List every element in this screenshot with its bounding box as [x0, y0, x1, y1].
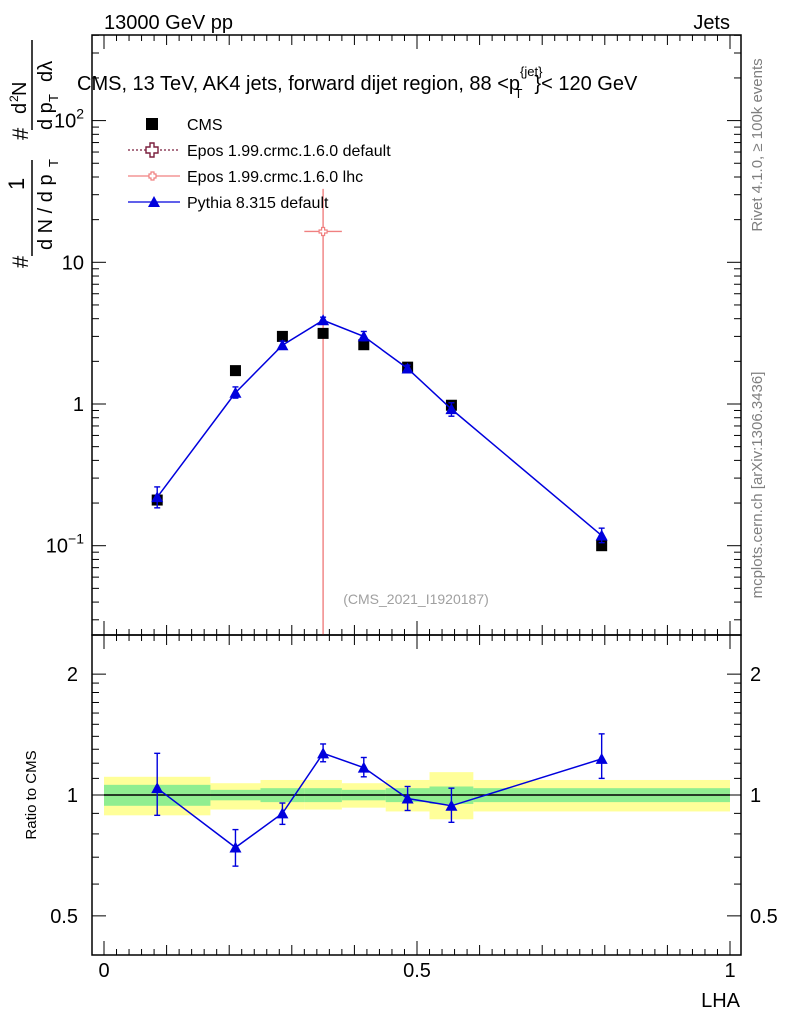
chart-title: CMS, 13 TeV, AK4 jets, forward dijet reg…	[77, 64, 638, 101]
x-tick-label: 1	[724, 960, 735, 982]
legend-label-epos-default: Epos 1.99.crmc.1.6.0 default	[187, 143, 391, 160]
epos-lhc-point	[318, 226, 328, 237]
ratio-y-label: Ratio to CMS	[23, 750, 40, 839]
pythia-ratio-point	[595, 752, 608, 764]
svg-text:#: #	[8, 255, 33, 268]
svg-text:dλ: dλ	[35, 61, 57, 82]
ratio-y-tick-label: 1	[67, 785, 78, 807]
pythia-line	[156, 319, 603, 537]
y-tick-label: 102	[54, 106, 84, 133]
analysis-id: (CMS_2021_I1920187)	[343, 591, 489, 607]
svg-text:d N / d p: d N / d p	[35, 174, 57, 250]
pythia-point	[445, 403, 458, 415]
pythia-point	[151, 491, 164, 503]
energy-label: 13000 GeV pp	[104, 12, 233, 34]
svg-text:2: 2	[7, 95, 21, 102]
ratio-bands	[104, 772, 730, 820]
pythia-ratio-point	[229, 841, 242, 853]
ratio-panel: 0.5 0.5 1 1 2 2 0 0.5 1	[50, 634, 778, 982]
pythia-point	[276, 339, 289, 351]
cms-point	[317, 327, 329, 339]
x-tick-label: 0.5	[403, 960, 431, 982]
pythia-point	[317, 314, 330, 326]
pythia-point	[401, 362, 414, 374]
legend-label-pythia: Pythia 8.315 default	[187, 195, 329, 212]
legend-label-cms: CMS	[187, 117, 223, 134]
pythia-ratio-line	[156, 752, 602, 849]
pythia-point	[357, 330, 370, 342]
ratio-tick-labels: 0.5 0.5 1 1 2 2 0 0.5 1	[50, 664, 778, 982]
legend-marker-epos-default	[145, 142, 159, 158]
rivet-label: Rivet 4.1.0, ≥ 100k events	[749, 58, 766, 231]
pythia-point	[229, 386, 242, 398]
main-y-label: # 1 d N / d p T # d 2 N d p T dλ	[4, 40, 61, 268]
pythia-point	[595, 529, 608, 541]
ratio-y-tick-label-right: 2	[750, 664, 761, 686]
svg-text:T: T	[46, 159, 61, 167]
category-label: Jets	[693, 12, 730, 34]
pythia-ratio-point	[357, 761, 370, 773]
ratio-data	[151, 733, 608, 867]
svg-text:d p: d p	[35, 102, 57, 130]
y-tick-label: 10	[62, 252, 84, 274]
pythia-ratio-point	[276, 807, 289, 819]
ratio-y-tick-label: 0.5	[50, 906, 78, 928]
pythia-ratio-point	[401, 792, 414, 804]
svg-text:N: N	[9, 82, 31, 96]
ratio-y-tick-label-right: 1	[750, 785, 761, 807]
pythia-ratio-point	[151, 782, 164, 794]
ratio-ticks	[92, 635, 741, 955]
ratio-y-tick-label: 2	[67, 664, 78, 686]
x-tick-label: 0	[98, 960, 109, 982]
svg-text:d: d	[9, 103, 31, 114]
pythia-ratio-point	[445, 799, 458, 811]
legend: CMS Epos 1.99.crmc.1.6.0 default Epos 1.…	[128, 117, 391, 212]
site-label: mcplots.cern.ch [arXiv:1306.3436]	[749, 372, 766, 599]
main-tick-labels: 10−1 1 10 102	[46, 106, 84, 558]
legend-marker-cms	[146, 118, 158, 130]
ratio-y-tick-label-right: 0.5	[750, 906, 778, 928]
main-data	[151, 188, 608, 635]
y-tick-label: 10−1	[46, 531, 84, 558]
legend-marker-epos-lhc	[148, 171, 157, 181]
legend-label-epos-lhc: Epos 1.99.crmc.1.6.0 lhc	[187, 169, 363, 186]
svg-text:T: T	[46, 94, 61, 102]
cms-point	[276, 330, 288, 342]
pythia-ratio-point	[317, 747, 330, 759]
x-axis-label: LHA	[701, 990, 741, 1012]
legend-marker-pythia	[148, 196, 160, 207]
cms-point	[596, 540, 608, 552]
cms-point	[358, 339, 370, 351]
main-ticks	[92, 34, 741, 635]
svg-text:1: 1	[4, 178, 29, 190]
svg-text:#: #	[8, 127, 33, 140]
y-tick-label: 1	[73, 394, 84, 416]
cms-point	[229, 365, 241, 377]
